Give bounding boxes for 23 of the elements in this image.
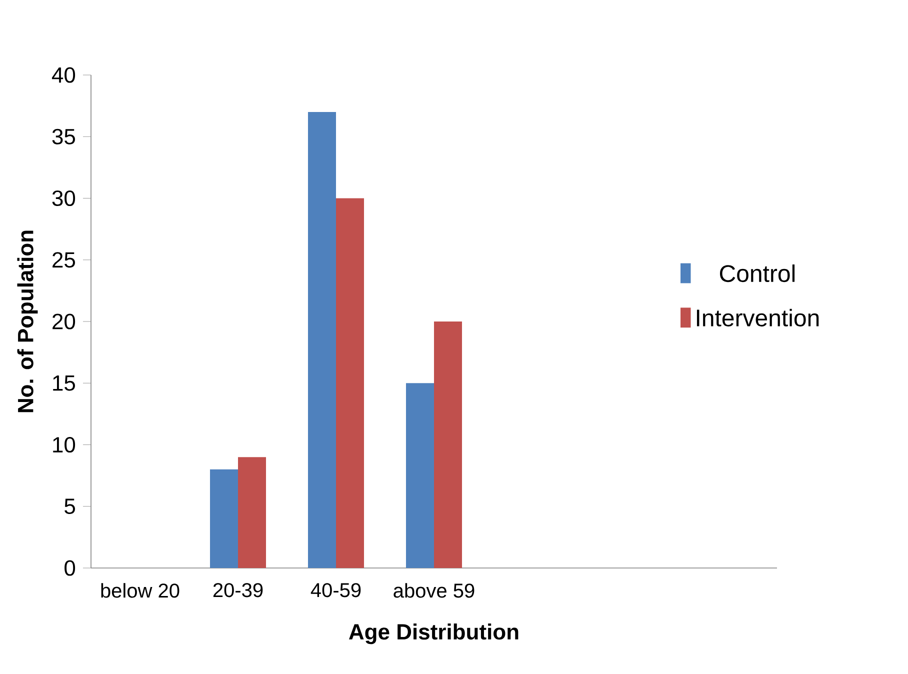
y-tick-label: 40 (52, 67, 76, 83)
x-tick-label: 20-39 (213, 583, 263, 598)
bar (210, 469, 238, 568)
x-tick-label: 40-59 (310, 583, 361, 598)
bar (434, 322, 462, 568)
bar (238, 457, 266, 568)
legend-label: Control (720, 264, 795, 282)
y-tick-label: 10 (53, 436, 76, 453)
x-tick-label: below 20 (101, 583, 180, 598)
y-tick-label: 30 (52, 190, 76, 206)
bar (308, 112, 336, 568)
y-tick-label: 20 (52, 314, 76, 330)
legend-label: Intervention (696, 308, 819, 326)
bar (406, 383, 434, 568)
x-tick-label: above 59 (394, 583, 474, 598)
y-tick-label: 5 (64, 498, 75, 514)
y-tick-label: 15 (53, 375, 75, 391)
y-tick-label: 0 (64, 560, 76, 576)
y-tick-label: 35 (52, 128, 75, 144)
y-tick-label: 25 (52, 252, 75, 268)
y-axis-title: No. of Population (17, 230, 38, 412)
bar (336, 198, 364, 568)
x-axis-title: Age Distribution (348, 623, 518, 644)
